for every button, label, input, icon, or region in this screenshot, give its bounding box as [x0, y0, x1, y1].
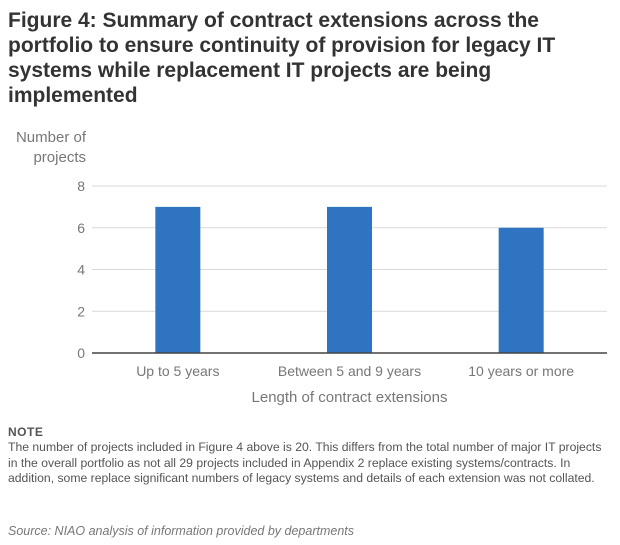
- x-tick-labels: Up to 5 years Between 5 and 9 years 10 yea…: [136, 363, 574, 379]
- y-tick-label: 2: [77, 303, 85, 319]
- x-tick-label: 10 years or more: [468, 363, 574, 379]
- bar: [498, 227, 544, 353]
- source-text: Source: NIAO analysis of information pro…: [8, 524, 355, 538]
- x-tick-label: Up to 5 years: [136, 363, 219, 379]
- y-tick-labels: 0 2 4 6 8: [77, 178, 85, 361]
- bar: [327, 206, 372, 353]
- note-heading: NOTE: [8, 425, 44, 439]
- bars: [155, 206, 544, 353]
- y-tick-label: 6: [77, 220, 85, 236]
- y-tick-label: 8: [77, 178, 85, 194]
- chart-title: Figure 4: Summary of contract extensions…: [8, 9, 556, 107]
- note-text: The number of projects included in Figur…: [8, 440, 602, 485]
- bar: [155, 206, 201, 353]
- y-tick-label: 0: [77, 345, 85, 361]
- y-axis-label: Number of projects: [15, 129, 86, 166]
- x-axis-label: Length of contract extensions: [252, 389, 448, 406]
- x-tick-label: Between 5 and 9 years: [278, 363, 421, 379]
- y-tick-label: 4: [77, 262, 85, 278]
- bar-chart: 0 2 4 6 8 Up to 5 years Between 5 and 9 years…: [77, 178, 607, 406]
